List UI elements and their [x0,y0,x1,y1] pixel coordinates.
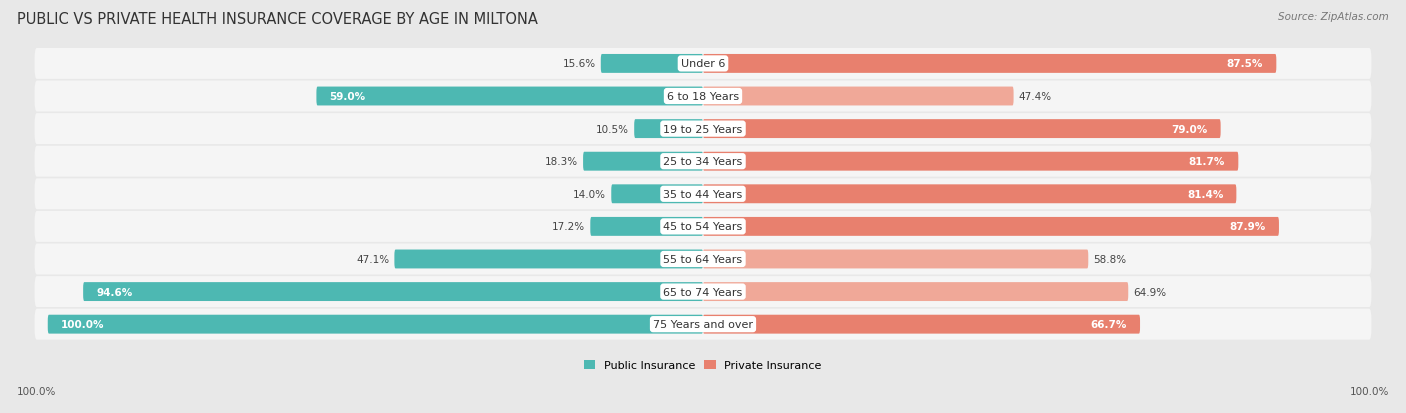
FancyBboxPatch shape [83,282,703,301]
Legend: Public Insurance, Private Insurance: Public Insurance, Private Insurance [583,360,823,370]
FancyBboxPatch shape [583,152,703,171]
Text: 87.5%: 87.5% [1227,59,1263,69]
Text: 6 to 18 Years: 6 to 18 Years [666,92,740,102]
FancyBboxPatch shape [35,81,1371,112]
Text: 58.8%: 58.8% [1094,254,1126,264]
FancyBboxPatch shape [703,55,1277,74]
FancyBboxPatch shape [703,217,1279,236]
FancyBboxPatch shape [703,250,1088,269]
Text: PUBLIC VS PRIVATE HEALTH INSURANCE COVERAGE BY AGE IN MILTONA: PUBLIC VS PRIVATE HEALTH INSURANCE COVER… [17,12,537,27]
FancyBboxPatch shape [703,87,1014,106]
FancyBboxPatch shape [703,315,1140,334]
FancyBboxPatch shape [612,185,703,204]
Text: 87.9%: 87.9% [1230,222,1265,232]
Text: 47.1%: 47.1% [356,254,389,264]
FancyBboxPatch shape [591,217,703,236]
FancyBboxPatch shape [634,120,703,139]
Text: 79.0%: 79.0% [1171,124,1208,134]
Text: 100.0%: 100.0% [1350,387,1389,396]
FancyBboxPatch shape [35,276,1371,307]
Text: Source: ZipAtlas.com: Source: ZipAtlas.com [1278,12,1389,22]
FancyBboxPatch shape [316,87,703,106]
FancyBboxPatch shape [703,282,1128,301]
Text: 65 to 74 Years: 65 to 74 Years [664,287,742,297]
Text: 25 to 34 Years: 25 to 34 Years [664,157,742,167]
Text: 14.0%: 14.0% [574,189,606,199]
Text: 35 to 44 Years: 35 to 44 Years [664,189,742,199]
Text: 10.5%: 10.5% [596,124,628,134]
FancyBboxPatch shape [703,152,1239,171]
Text: 75 Years and over: 75 Years and over [652,319,754,330]
Text: 81.7%: 81.7% [1189,157,1225,167]
Text: 17.2%: 17.2% [553,222,585,232]
Text: Under 6: Under 6 [681,59,725,69]
Text: 47.4%: 47.4% [1019,92,1052,102]
Text: 19 to 25 Years: 19 to 25 Years [664,124,742,134]
FancyBboxPatch shape [35,309,1371,340]
FancyBboxPatch shape [703,120,1220,139]
Text: 55 to 64 Years: 55 to 64 Years [664,254,742,264]
FancyBboxPatch shape [35,146,1371,177]
FancyBboxPatch shape [35,114,1371,145]
FancyBboxPatch shape [48,315,703,334]
FancyBboxPatch shape [35,49,1371,80]
Text: 81.4%: 81.4% [1187,189,1223,199]
Text: 66.7%: 66.7% [1091,319,1128,330]
FancyBboxPatch shape [35,211,1371,242]
Text: 45 to 54 Years: 45 to 54 Years [664,222,742,232]
Text: 64.9%: 64.9% [1133,287,1167,297]
FancyBboxPatch shape [35,179,1371,210]
FancyBboxPatch shape [600,55,703,74]
FancyBboxPatch shape [394,250,703,269]
Text: 18.3%: 18.3% [544,157,578,167]
Text: 15.6%: 15.6% [562,59,596,69]
Text: 59.0%: 59.0% [329,92,366,102]
Text: 94.6%: 94.6% [96,287,132,297]
FancyBboxPatch shape [35,244,1371,275]
Text: 100.0%: 100.0% [17,387,56,396]
FancyBboxPatch shape [703,185,1236,204]
Text: 100.0%: 100.0% [60,319,104,330]
